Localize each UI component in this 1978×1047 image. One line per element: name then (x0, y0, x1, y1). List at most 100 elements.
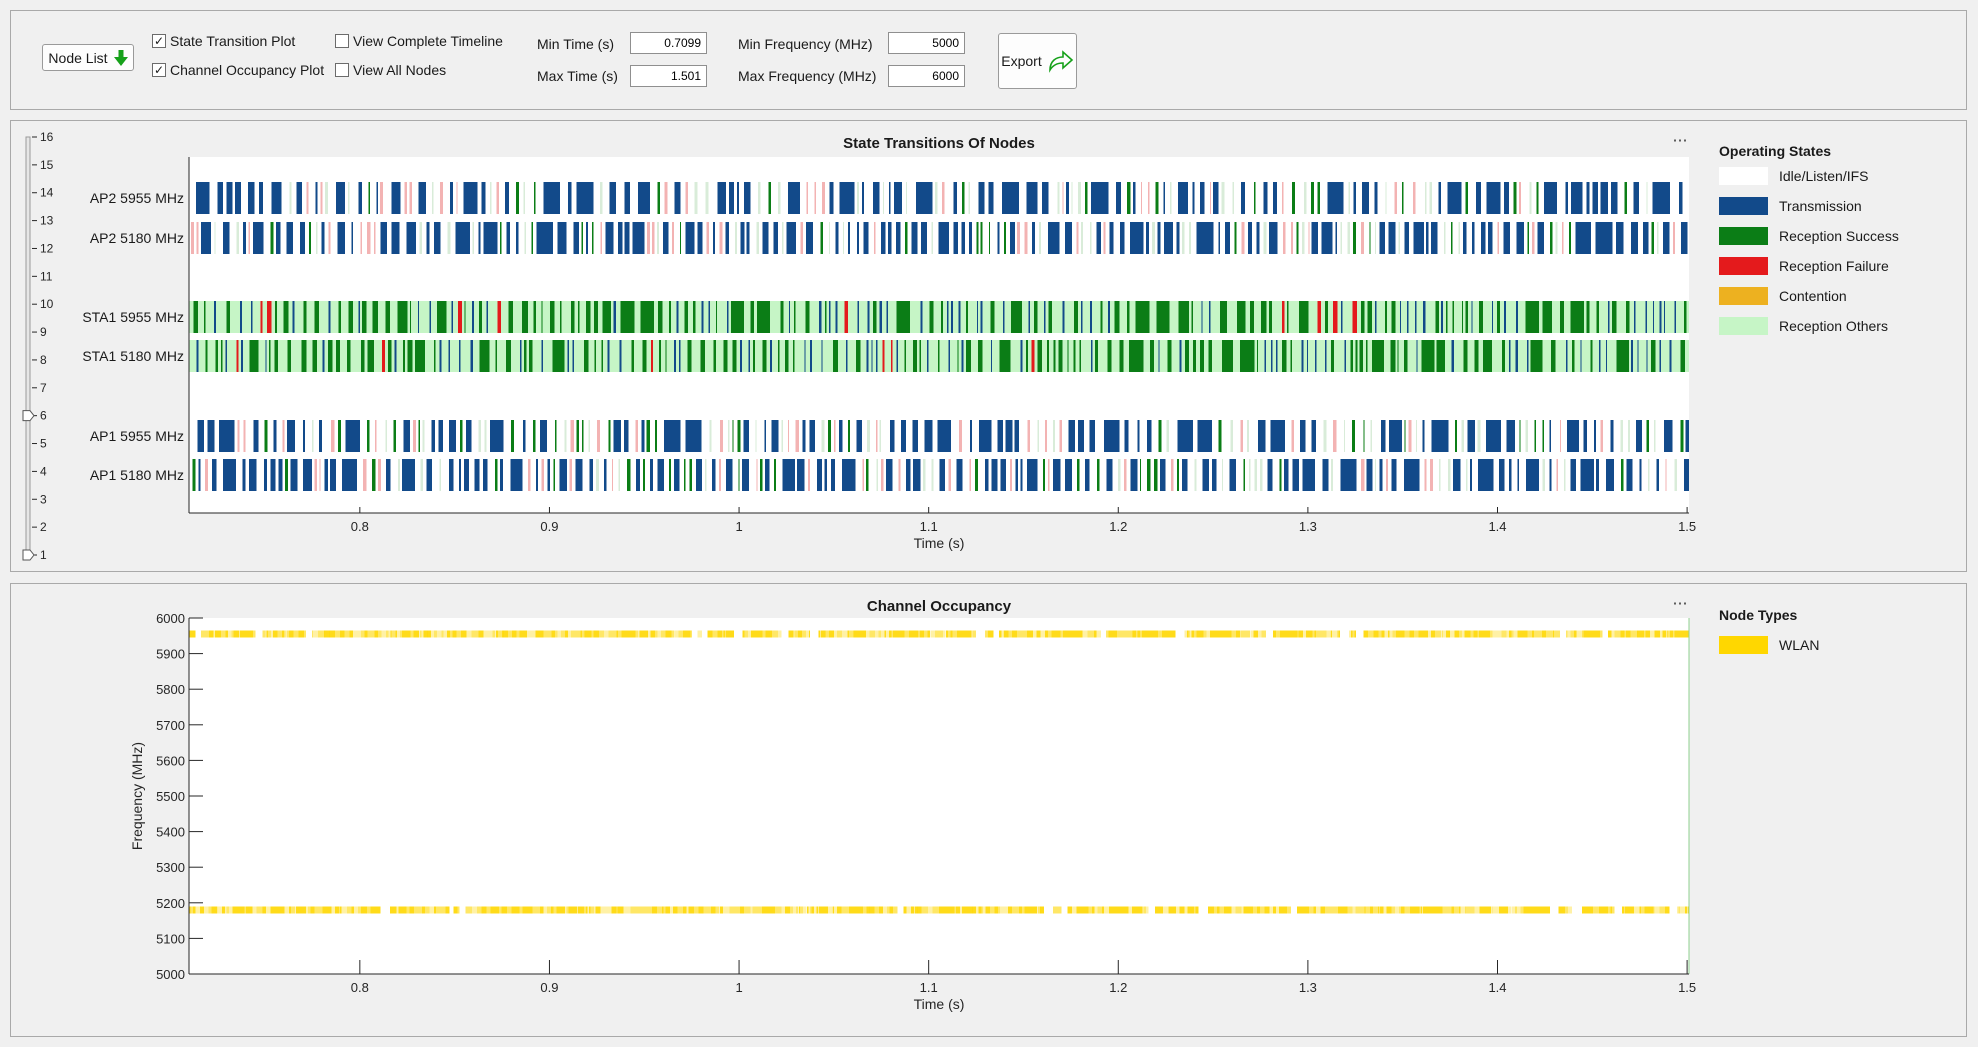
state-segment (1331, 340, 1335, 372)
occupancy-segment (1678, 906, 1681, 914)
more-options-icon[interactable]: ⋯ (1673, 132, 1688, 149)
channel-occupancy-checkbox-box[interactable]: ✓ (152, 63, 166, 77)
occupancy-segment (779, 906, 782, 914)
state-transition-checkbox[interactable]: ✓ State Transition Plot (152, 33, 295, 49)
occupancy-segment (1580, 630, 1583, 638)
min-time-input[interactable] (630, 32, 707, 54)
occupancy-segment (273, 906, 277, 914)
state-segment (1361, 222, 1364, 254)
state-segment (402, 459, 415, 491)
occupancy-segment (1414, 906, 1418, 914)
occupancy-segment (1169, 906, 1172, 914)
occupancy-segment (284, 906, 287, 914)
occupancy-segment (282, 630, 284, 638)
occupancy-segment (909, 630, 914, 638)
occupancy-segment (391, 630, 396, 638)
occupancy-segment (663, 906, 666, 914)
max-frequency-input[interactable] (888, 65, 965, 87)
channel-occupancy-checkbox[interactable]: ✓ Channel Occupancy Plot (152, 62, 324, 78)
occupancy-segment (349, 630, 353, 638)
occupancy-segment (1179, 906, 1182, 914)
occupancy-segment (942, 906, 947, 914)
state-segment (705, 459, 707, 491)
occupancy-segment (952, 906, 955, 914)
state-segment (1189, 222, 1191, 254)
occupancy-segment (557, 630, 561, 638)
state-segment (404, 182, 407, 214)
state-segment (363, 459, 367, 491)
complete-timeline-checkbox[interactable]: View Complete Timeline (335, 33, 503, 49)
state-segment (223, 459, 236, 491)
occupancy-segment (1654, 906, 1660, 914)
state-segment (264, 420, 268, 452)
occupancy-segment (1162, 630, 1165, 638)
state-transition-checkbox-box[interactable]: ✓ (152, 34, 166, 48)
occupancy-segment (1434, 630, 1440, 638)
state-segment (624, 182, 631, 214)
node-list-button[interactable]: Node List (42, 44, 134, 71)
occupancy-segment (588, 906, 591, 914)
occupancy-segment (1269, 906, 1273, 914)
x-tick-label: 0.9 (540, 519, 558, 534)
occupancy-segment (1587, 630, 1592, 638)
slider-thumb-lower[interactable] (22, 549, 35, 561)
state-segment (1607, 301, 1610, 333)
state-segment (651, 340, 654, 372)
occupancy-segment (1491, 906, 1493, 914)
occupancy-segment (208, 906, 212, 914)
occupancy-segment (744, 906, 747, 914)
state-segment (842, 459, 856, 491)
occupancy-segment (400, 630, 402, 638)
occupancy-segment (886, 906, 890, 914)
state-segment (1267, 459, 1273, 491)
occupancy-segment (1037, 906, 1039, 914)
occupancy-segment (1687, 630, 1689, 638)
occupancy-segment (524, 906, 530, 914)
state-segment (1416, 340, 1418, 372)
complete-timeline-checkbox-box[interactable] (335, 34, 349, 48)
state-legend-item: Idle/Listen/IFS (1719, 167, 1869, 185)
occupancy-segment (1343, 906, 1348, 914)
occupancy-segment (233, 630, 238, 638)
state-segment (1325, 340, 1327, 372)
occupancy-segment (1386, 906, 1392, 914)
state-segment (760, 459, 763, 491)
occupancy-segment (1432, 906, 1437, 914)
x-tick-label: 1.1 (920, 980, 938, 995)
state-segment (314, 459, 317, 491)
occupancy-segment (1088, 906, 1092, 914)
state-segment (1053, 340, 1056, 372)
max-time-input[interactable] (630, 65, 707, 87)
state-segment (1177, 459, 1179, 491)
slider-thumb-upper[interactable] (22, 410, 35, 422)
export-button[interactable]: Export (998, 33, 1077, 89)
node-types-legend-title: Node Types (1719, 607, 1798, 623)
state-segment (543, 182, 560, 214)
occupancy-segment (1116, 630, 1121, 638)
occupancy-segment (1404, 906, 1406, 914)
state-segment (753, 340, 755, 372)
occupancy-segment (238, 906, 241, 914)
state-segment (391, 182, 401, 214)
occupancy-segment (463, 630, 467, 638)
occupancy-segment (1649, 630, 1655, 638)
state-segment (226, 301, 230, 333)
occupancy-segment (1465, 906, 1468, 914)
state-segment (1197, 420, 1213, 452)
occupancy-segment (814, 906, 817, 914)
all-nodes-checkbox-box[interactable] (335, 63, 349, 77)
min-frequency-input[interactable] (888, 32, 965, 54)
occupancy-segment (388, 630, 391, 638)
state-row: AP1 5180 MHz (90, 459, 1689, 491)
occupancy-segment (620, 630, 622, 638)
state-segment (522, 301, 528, 333)
state-segment (1461, 301, 1464, 333)
state-segment (378, 459, 381, 491)
all-nodes-checkbox[interactable]: View All Nodes (335, 62, 446, 78)
occupancy-segment (1511, 906, 1516, 914)
more-options-icon[interactable]: ⋯ (1673, 595, 1688, 612)
state-segment (1430, 222, 1438, 254)
occupancy-segment (536, 906, 541, 914)
slider-tick-label: 7 (40, 381, 47, 395)
